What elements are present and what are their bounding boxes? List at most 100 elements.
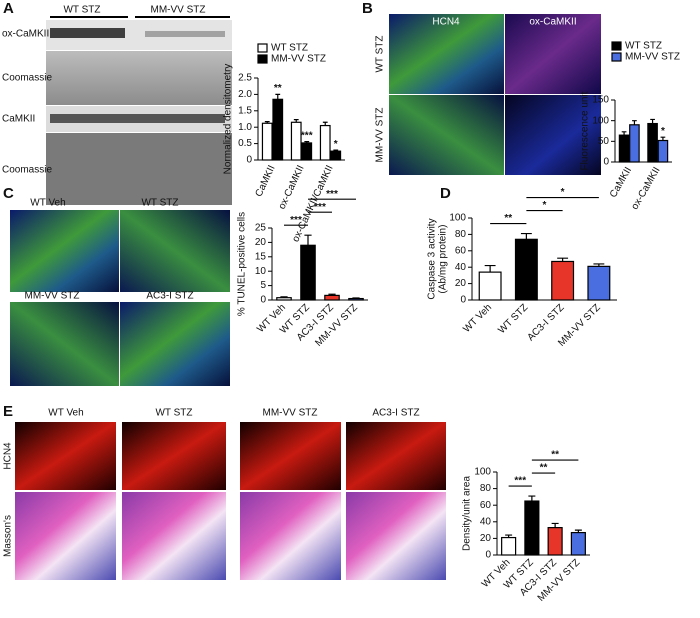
image-label: ox-CaMKII [529, 17, 576, 28]
legend-swatch [257, 43, 268, 53]
error-bar [528, 495, 536, 502]
y-axis-label: Density/unit area [462, 476, 473, 551]
significance: ** [540, 463, 548, 474]
significance: *** [301, 130, 313, 141]
error-bar [280, 296, 288, 298]
y-tick-label: 2.5 [238, 73, 252, 84]
y-tick-label: 50 [598, 136, 610, 147]
legend-swatch [257, 54, 268, 64]
significance: * [543, 200, 547, 211]
error-bar [520, 232, 532, 240]
error-bar [574, 529, 582, 533]
error-bar [505, 534, 513, 538]
image-label: MM-VV STZ [263, 408, 318, 419]
image [505, 95, 601, 175]
row-label: WT STZ [375, 35, 386, 72]
y-tick-label: 0.5 [238, 138, 252, 149]
error-bar [593, 263, 605, 267]
bar [301, 142, 313, 161]
band [50, 114, 225, 123]
x-tick-label: ox-CaMKII [629, 165, 662, 211]
group-label: WT STZ [63, 5, 100, 16]
blot-images: WT STZ MM-VV STZ ox-CaMKII Coomassie CaM… [2, 5, 232, 205]
error-bar [264, 121, 270, 124]
significance: * [661, 126, 665, 137]
bar [547, 527, 563, 556]
error-bar [484, 264, 496, 273]
bar [272, 98, 284, 161]
error-bar [304, 234, 312, 246]
micrographs-c: WT Veh WT STZ MM-VV STZ AC3-I STZ [10, 198, 230, 386]
blot [46, 51, 232, 105]
error-bar [328, 293, 336, 296]
significance: ** [551, 450, 559, 461]
bar [657, 139, 669, 163]
row-label: Coomassie [2, 165, 52, 176]
y-tick-label: 20 [455, 278, 467, 289]
x-tick-label: ox-CaMKII [277, 164, 307, 211]
image [346, 422, 446, 490]
bar [300, 244, 316, 301]
image [240, 422, 341, 490]
bar [319, 124, 331, 161]
y-tick-label: 20 [480, 533, 492, 544]
image-label: AC3-I STZ [146, 291, 193, 302]
band [145, 31, 225, 37]
image-label: MM-VV STZ [25, 291, 80, 302]
y-tick-label: 40 [480, 516, 492, 527]
bar [514, 238, 538, 301]
panel-letters: A B C D E [3, 0, 451, 420]
y-tick-label: 1.5 [238, 105, 252, 116]
error-bar [551, 522, 559, 528]
image [122, 492, 226, 580]
row-label: CaMKII [2, 114, 35, 125]
bar [290, 121, 302, 161]
y-tick-label: 60 [455, 245, 467, 256]
legend-label: WT STZ [625, 41, 662, 52]
band [50, 28, 125, 38]
bar [647, 122, 658, 163]
y-tick-label: 0 [260, 295, 266, 306]
image [346, 492, 446, 580]
x-tick-label: CaMKII [254, 164, 278, 199]
image [120, 210, 230, 292]
bar [570, 531, 586, 556]
y-axis-label: Normalized densitometry [223, 64, 234, 175]
y-tick-label: 60 [480, 500, 492, 511]
bar [324, 294, 340, 301]
y-tick-label: 5 [260, 280, 266, 291]
error-bar [352, 297, 360, 299]
error-bar [293, 119, 299, 123]
image-label: HCN4 [432, 17, 460, 28]
y-tick-label: 0 [603, 157, 609, 168]
image [15, 422, 116, 490]
y-tick-label: 10 [255, 266, 267, 277]
y-tick-label: 0 [485, 550, 491, 561]
x-tick-label: CaMKII [608, 165, 634, 199]
panel-letter: A [3, 0, 14, 17]
image [240, 492, 341, 580]
bar [261, 122, 273, 161]
panel-letter: D [440, 185, 451, 202]
image [10, 210, 119, 292]
significance: * [561, 187, 565, 198]
micrographs-e: WT Veh WT STZ MM-VV STZ AC3-I STZ HCN4 M… [3, 408, 446, 580]
bar [629, 124, 640, 163]
significance: *** [290, 215, 302, 226]
error-bar [557, 257, 569, 262]
error-bar [275, 93, 281, 100]
y-tick-label: 100 [592, 115, 609, 126]
y-tick-label: 100 [474, 467, 491, 478]
bar [330, 150, 342, 161]
error-bar [333, 149, 339, 152]
y-axis-label: Fluorescence unit [580, 91, 591, 170]
image-label: AC3-I STZ [372, 408, 419, 419]
image [505, 14, 601, 94]
legend-label: WT STZ [271, 43, 308, 54]
y-tick-label: 1.0 [238, 122, 252, 133]
legend-swatch [611, 41, 622, 51]
row-label: Coomassie [2, 73, 52, 84]
error-bar [304, 141, 310, 143]
row-label: MM-VV STZ [375, 108, 386, 163]
